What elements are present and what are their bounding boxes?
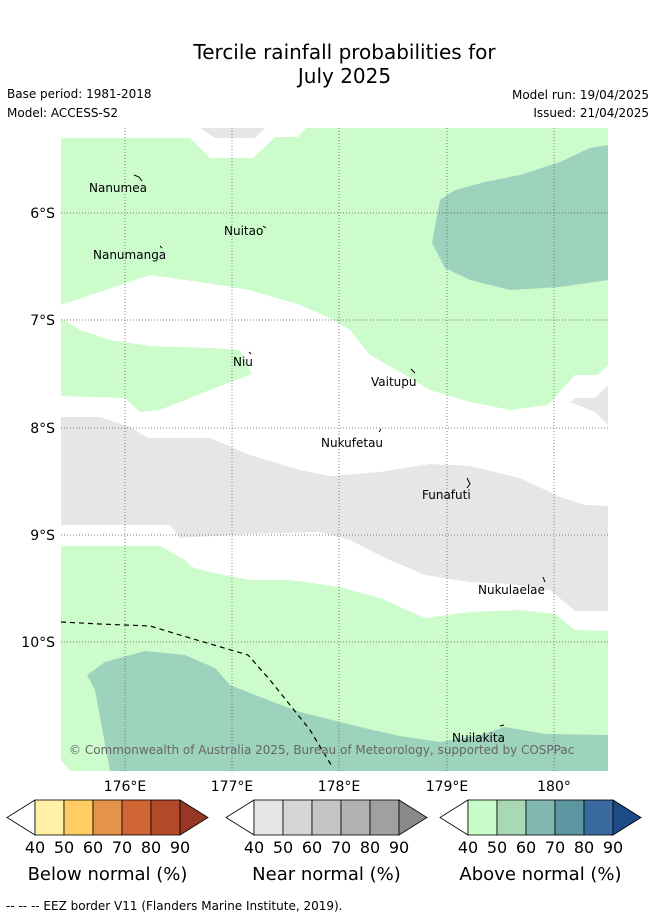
island-label-nukulaelae: Nukulaelae	[478, 583, 545, 597]
map-title: Tercile rainfall probabilities for July …	[0, 40, 655, 88]
near-normal-colorbar-tick-label: 40	[244, 838, 264, 857]
above-normal-colorbar-tick-label: 60	[516, 838, 536, 857]
title-line-1: Tercile rainfall probabilities for	[193, 40, 496, 64]
below-normal-colorbar-segment	[150, 799, 181, 836]
below-normal-colorbar-tick-label: 60	[83, 838, 103, 857]
lat-label: 10°S	[21, 635, 55, 651]
near-normal-colorbar-segment	[311, 799, 342, 836]
island-label-nanumea: Nanumea	[89, 181, 147, 195]
below-normal-colorbar-segment	[34, 799, 65, 836]
near-normal-colorbar-tick-label: 80	[360, 838, 380, 857]
near-normal-colorbar-title: Near normal (%)	[252, 864, 401, 885]
below-normal-colorbar-segment	[121, 799, 152, 836]
lat-label: 6°S	[30, 206, 55, 222]
above-normal-colorbar-tick-label: 80	[574, 838, 594, 857]
longitude-labels: 176°E 177°E 178°E 179°E 180°	[104, 779, 571, 795]
map-gridlines	[61, 128, 608, 771]
island-marker-nuitao	[262, 225, 267, 229]
near-normal-colorbar-tick-label: 60	[302, 838, 322, 857]
above-normal-colorbar: 40 50 60 70 80 90 Above normal (%)	[439, 799, 642, 885]
lon-label: 177°E	[211, 779, 254, 795]
island-marker-funafuti	[466, 477, 471, 489]
island-label-funafuti: Funafuti	[422, 488, 471, 502]
model-name: Model: ACCESS-S2	[7, 106, 119, 120]
near-normal-colorbar-segment	[369, 799, 400, 836]
above-normal-50-south	[87, 651, 608, 771]
above-normal-colorbar-max-extension	[612, 799, 642, 836]
below-normal-colorbar-segment	[63, 799, 94, 836]
near-normal-region-central	[61, 417, 608, 611]
near-normal-colorbar-tick-label: 50	[273, 838, 293, 857]
below-normal-colorbar-tick-label: 70	[112, 838, 132, 857]
island-markers	[133, 174, 546, 727]
near-normal-colorbar: 40 50 60 70 80 90 Near normal (%)	[225, 799, 428, 885]
above-normal-colorbar-tick-label: 50	[487, 838, 507, 857]
near-normal-region-east	[570, 385, 608, 425]
near-normal-colorbar-min-extension	[225, 799, 255, 836]
copyright-notice: © Commonwealth of Australia 2025, Bureau…	[69, 743, 574, 757]
above-normal-colorbar-segment	[554, 799, 585, 836]
map-plot-area: Nanumea Nuitao Nanumanga Niu Vaitupu Nuk…	[61, 128, 608, 771]
below-normal-colorbar-min-extension	[6, 799, 36, 836]
island-label-nuilakita: Nuilakita	[452, 731, 505, 745]
above-normal-colorbar-tick-label: 70	[545, 838, 565, 857]
island-marker-nuilakita	[499, 724, 505, 727]
colorbar-legends: 40 50 60 70 80 90 Below normal (%) 40 50 60 70 80 90…	[6, 799, 642, 885]
below-normal-colorbar-tick-label: 90	[170, 838, 190, 857]
lon-label: 176°E	[104, 779, 147, 795]
island-label-nanumanga: Nanumanga	[93, 248, 166, 262]
near-normal-colorbar-tick-label: 90	[389, 838, 409, 857]
below-normal-colorbar-tick-label: 50	[54, 838, 74, 857]
issued-date: Issued: 21/04/2025	[533, 106, 649, 120]
above-normal-colorbar-segment	[467, 799, 498, 836]
lon-label: 180°	[537, 779, 571, 795]
lon-label: 179°E	[426, 779, 469, 795]
island-label-niu: Niu	[233, 355, 253, 369]
island-marker-nukufetau	[378, 428, 382, 433]
below-normal-colorbar-segment	[92, 799, 123, 836]
eez-border-line	[61, 621, 334, 769]
island-marker-niu	[248, 351, 252, 355]
model-run: Model run: 19/04/2025	[511, 88, 649, 102]
island-label-vaitupu: Vaitupu	[371, 375, 417, 389]
island-label-nuitao: Nuitao	[224, 224, 263, 238]
island-marker-nukulaelae	[542, 576, 546, 583]
above-normal-colorbar-segment	[525, 799, 556, 836]
above-normal-region-west	[61, 318, 252, 412]
below-normal-colorbar-tick-label: 80	[141, 838, 161, 857]
near-normal-colorbar-tick-label: 70	[331, 838, 351, 857]
island-marker-nanumanga	[159, 245, 163, 249]
near-normal-region-top	[200, 128, 265, 138]
above-normal-colorbar-segment	[496, 799, 527, 836]
below-normal-colorbar-tick-label: 40	[25, 838, 45, 857]
above-normal-colorbar-title: Above normal (%)	[459, 864, 621, 885]
above-normal-colorbar-tick-label: 90	[603, 838, 623, 857]
title-line-2: July 2025	[297, 64, 392, 88]
above-normal-colorbar-min-extension	[439, 799, 469, 836]
near-normal-colorbar-max-extension	[398, 799, 428, 836]
lon-label: 178°E	[318, 779, 361, 795]
near-normal-colorbar-segment	[282, 799, 313, 836]
island-label-nukufetau: Nukufetau	[321, 436, 383, 450]
below-normal-colorbar-title: Below normal (%)	[28, 864, 188, 885]
below-normal-colorbar-max-extension	[179, 799, 209, 836]
above-normal-colorbar-segment	[583, 799, 614, 836]
island-marker-vaitupu	[410, 368, 416, 374]
base-period: Base period: 1981-2018	[7, 87, 152, 101]
lat-label: 9°S	[30, 528, 55, 544]
lat-label: 7°S	[30, 313, 55, 329]
island-marker-nanumea	[133, 174, 143, 182]
near-normal-colorbar-segment	[253, 799, 284, 836]
eez-footer-note: -- -- -- EEZ border V11 (Flanders Marine…	[6, 899, 343, 913]
above-normal-colorbar-tick-label: 40	[458, 838, 478, 857]
above-normal-50-north	[432, 145, 608, 290]
latitude-labels: 6°S 7°S 8°S 9°S 10°S	[21, 206, 55, 651]
near-normal-colorbar-segment	[340, 799, 371, 836]
lat-label: 8°S	[30, 421, 55, 437]
below-normal-colorbar: 40 50 60 70 80 90 Below normal (%)	[6, 799, 209, 885]
